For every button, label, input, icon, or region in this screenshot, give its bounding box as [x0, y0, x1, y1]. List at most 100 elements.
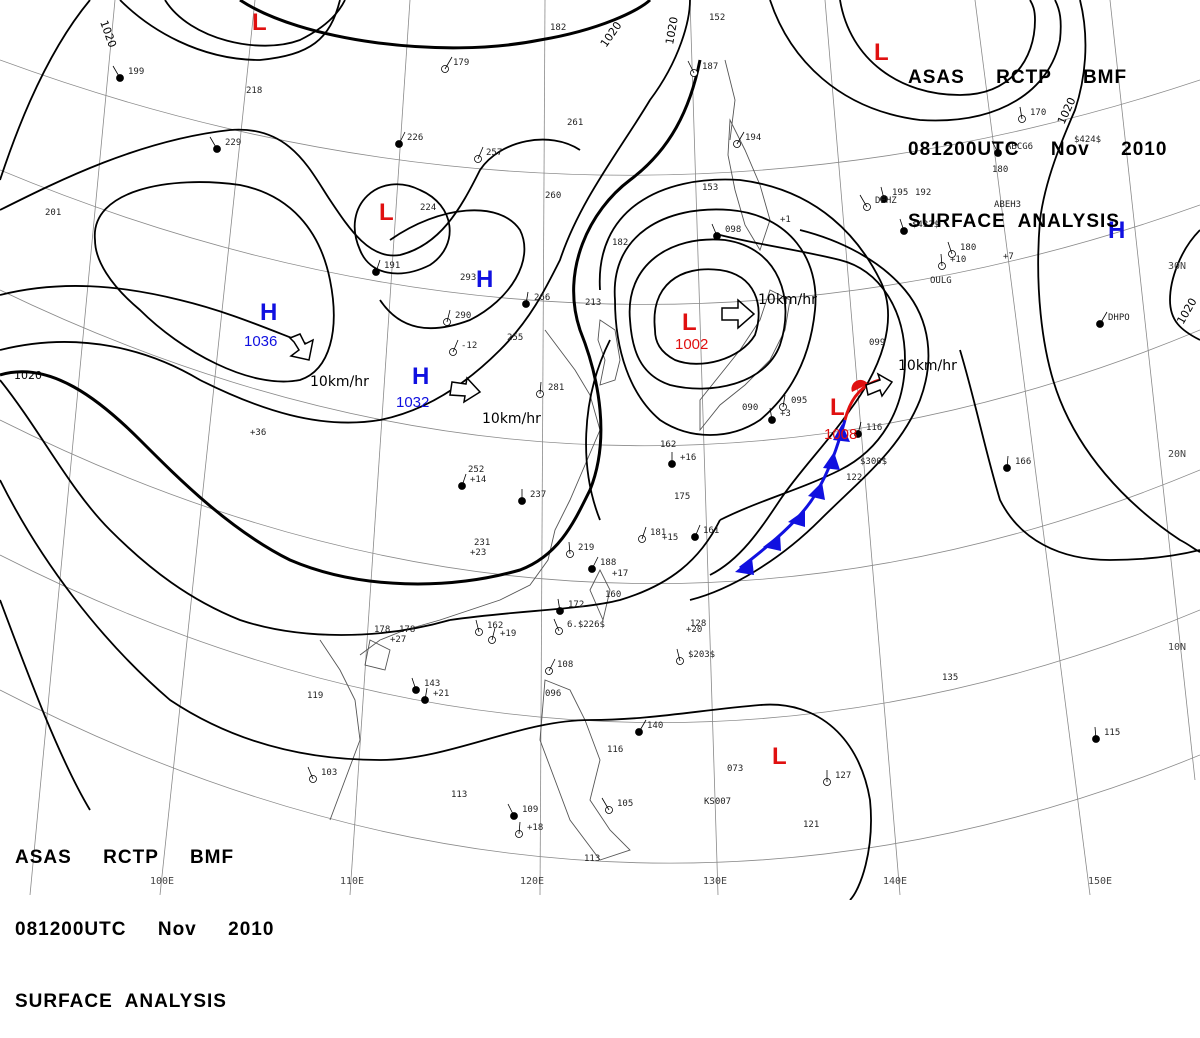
- station-value-label: +23: [470, 548, 486, 558]
- wind-barb-icon: [507, 803, 515, 817]
- station-value-label: +27: [390, 635, 406, 645]
- station-value-label: 128: [690, 619, 706, 629]
- station-value-label: +14: [470, 475, 486, 485]
- station-value-label: $432$: [912, 220, 939, 230]
- isobar: [379, 209, 526, 330]
- high-pressure-center: H: [260, 299, 277, 326]
- station-value-label: 195: [892, 188, 908, 198]
- motion-arrow: [865, 372, 894, 398]
- longitude-label: 140E: [883, 876, 907, 887]
- station-value-label: +21: [433, 689, 449, 699]
- station-value-label: 127: [835, 771, 851, 781]
- isobar: [628, 238, 787, 390]
- station-value-label: 098: [725, 225, 741, 235]
- meridian-line: [689, 0, 719, 896]
- wind-barb-icon: [539, 381, 542, 395]
- parallel-line: [0, 689, 1200, 864]
- station-value-label: $300$: [860, 457, 887, 467]
- station-value-label: 224: [420, 203, 436, 213]
- wind-barb-icon: [601, 797, 610, 811]
- station-value-label: $424$: [1074, 135, 1101, 145]
- wind-barb-icon: [641, 526, 647, 540]
- longitude-label: 120E: [520, 876, 544, 887]
- station-value-label: 226: [407, 133, 423, 143]
- wind-barb-icon: [711, 223, 718, 237]
- low-pressure-center: L: [830, 394, 845, 421]
- station-value-label: 266: [534, 293, 550, 303]
- wind-barb-icon: [880, 186, 885, 200]
- station-value-label: +19: [500, 629, 516, 639]
- station-value-label: 179: [453, 58, 469, 68]
- meridian-line: [974, 0, 1091, 896]
- station-value-label: 113: [451, 790, 467, 800]
- station-value-label: 180: [960, 243, 976, 253]
- wind-barb-icon: [859, 194, 868, 208]
- high-pressure-center: H: [476, 266, 493, 293]
- meridian-line: [349, 0, 411, 896]
- header-line-2: 081200UTC Nov 2010: [15, 919, 275, 940]
- station-value-label: 199: [128, 67, 144, 77]
- station-value-label: DEHZ: [875, 196, 897, 206]
- wind-barb-icon: [568, 541, 571, 555]
- station-value-label: +17: [612, 569, 628, 579]
- wind-barb-icon: [424, 687, 428, 701]
- station-value-label: 105: [617, 799, 633, 809]
- wind-barb-icon: [991, 140, 999, 154]
- station-value-label: +36: [250, 428, 266, 438]
- high-pressure-center: H: [1108, 217, 1125, 244]
- wind-barb-icon: [676, 648, 681, 662]
- wind-barb-icon: [475, 619, 480, 633]
- isobar: [689, 229, 930, 601]
- meridian-line: [1109, 0, 1196, 781]
- wind-barb-icon: [782, 394, 786, 408]
- wind-barb-icon: [736, 131, 745, 145]
- station-value-label: 140: [647, 721, 663, 731]
- station-value-label: 182: [612, 238, 628, 248]
- chart-header-top-right: ASAS RCTP BMF 081200UTC Nov 2010 SURFACE…: [908, 18, 1167, 258]
- station-value-label: ABEH3: [994, 200, 1021, 210]
- warm-front-semicircle: [851, 379, 868, 392]
- high-pressure-value: 1036: [244, 333, 277, 350]
- latitude-label: 20N: [1168, 449, 1186, 460]
- station-labels: 229 201 194 182 188 261 257 224 191 293 290 255 266 2…: [45, 13, 1130, 864]
- wind-barb-icon: [940, 253, 943, 267]
- isobar: [613, 208, 817, 436]
- philippines-coast: [539, 679, 631, 861]
- motion-speed-label: 10km/hr: [310, 374, 369, 390]
- isobar: [0, 0, 91, 181]
- cold-front-triangle: [788, 510, 805, 527]
- wind-barb-icon: [769, 407, 773, 421]
- station-value-label: 255: [507, 333, 523, 343]
- station-value-label: $203$: [688, 650, 715, 660]
- station-value-label: 191: [384, 261, 400, 271]
- station-value-label: 252: [468, 465, 484, 475]
- station-value-label: 218: [246, 86, 262, 96]
- meridian-line: [539, 0, 546, 896]
- station-value-label: 192: [915, 188, 931, 198]
- station-value-label: 162: [487, 621, 503, 631]
- isobar: [1037, 0, 1200, 553]
- isobar: [0, 479, 872, 900]
- low-pressure-value: 1002: [675, 336, 708, 353]
- station-value-label: 099: [869, 338, 885, 348]
- wind-barb-icon: [307, 766, 314, 780]
- motion-arrow: [449, 376, 482, 404]
- header-line-1: ASAS RCTP BMF: [15, 847, 235, 868]
- isobar-label: 1020: [14, 369, 42, 382]
- wind-barb-icon: [687, 60, 695, 74]
- korea-coast: [597, 319, 621, 386]
- meridian-line: [824, 0, 901, 896]
- isobar: [959, 349, 1200, 561]
- wind-barb-icon: [398, 131, 406, 145]
- cold-front-triangle: [735, 558, 754, 575]
- chart-header-bottom-left: ASAS RCTP BMF 081200UTC Nov 2010 SURFACE…: [15, 798, 274, 1038]
- station-value-label: 231: [474, 538, 490, 548]
- station-value-label: 181: [650, 528, 666, 538]
- wind-barb-icon: [947, 241, 953, 255]
- isobar: [0, 379, 451, 636]
- station-value-label: +1: [780, 215, 791, 225]
- low-pressure-center: L: [772, 743, 787, 770]
- wind-barb-icon: [557, 598, 561, 612]
- station-value-label: DHPO: [1108, 313, 1130, 323]
- station-value-label: 116: [607, 745, 623, 755]
